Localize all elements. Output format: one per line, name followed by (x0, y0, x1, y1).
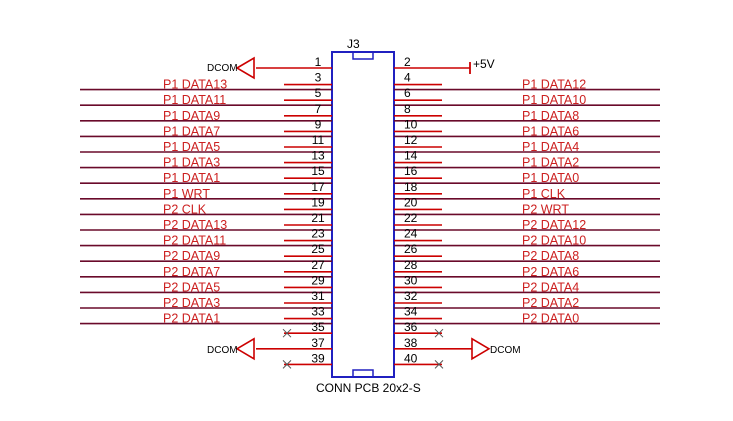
pin-number-15: 15 (311, 164, 325, 178)
pin-number-34: 34 (404, 305, 418, 319)
pin-number-25: 25 (311, 242, 325, 256)
net-label-20: P2 WRT (522, 202, 569, 216)
dcom-symbol-38 (471, 337, 491, 361)
pin-number-20: 20 (404, 195, 418, 209)
pin-number-22: 22 (404, 211, 418, 225)
pin-number-21: 21 (311, 211, 325, 225)
pin-number-16: 16 (404, 164, 418, 178)
pin-number-1: 1 (315, 55, 322, 69)
pin-number-23: 23 (311, 227, 325, 241)
net-label-23: P2 DATA11 (163, 234, 226, 248)
connector-body (331, 51, 395, 378)
net-label-25: P2 DATA9 (163, 249, 220, 263)
pin-number-5: 5 (315, 86, 322, 100)
net-label-11: P1 DATA5 (163, 140, 220, 154)
net-label-32: P2 DATA2 (522, 296, 579, 310)
pin-number-24: 24 (404, 227, 418, 241)
pin-number-30: 30 (404, 273, 418, 287)
net-label-31: P2 DATA3 (163, 296, 220, 310)
nc-mark-40 (434, 360, 444, 369)
pin-number-3: 3 (315, 71, 322, 85)
net-label-5: P1 DATA11 (163, 93, 226, 107)
pin-number-12: 12 (404, 133, 418, 147)
net-label-34: P2 DATA0 (522, 312, 579, 326)
net-label-33: P2 DATA1 (163, 312, 220, 326)
pin-number-27: 27 (311, 258, 325, 272)
net-label-6: P1 DATA10 (522, 93, 586, 107)
net-label-7: P1 DATA9 (163, 109, 220, 123)
net-label-15: P1 DATA1 (163, 171, 220, 185)
pin-number-29: 29 (311, 273, 325, 287)
net-label-30: P2 DATA4 (522, 280, 579, 294)
pin-number-11: 11 (312, 133, 325, 147)
pin-number-19: 19 (311, 195, 325, 209)
pin-number-2: 2 (404, 55, 411, 69)
nc-mark-36 (434, 328, 444, 338)
connector-key-top (352, 51, 374, 60)
connector-part: CONN PCB 20x2-S (316, 381, 421, 395)
pin-number-17: 17 (311, 180, 325, 194)
nc-mark-39 (282, 360, 292, 369)
pin-number-26: 26 (404, 242, 418, 256)
pin-number-40: 40 (404, 351, 418, 365)
nc-mark-35 (282, 328, 292, 338)
net-label-3: P1 DATA13 (163, 78, 227, 92)
pin-number-18: 18 (404, 180, 418, 194)
net-label-8: P1 DATA8 (522, 109, 579, 123)
pin-number-4: 4 (404, 71, 411, 85)
dcom-label-38: DCOM (490, 345, 521, 356)
net-label-16: P1 DATA0 (522, 171, 579, 185)
net-label-19: P2 CLK (163, 202, 207, 216)
dcom-symbol-37 (235, 337, 255, 361)
net-label-4: P1 DATA12 (522, 78, 586, 92)
net-label-26: P2 DATA8 (522, 249, 579, 263)
dcom-label-1: DCOM (207, 63, 238, 74)
net-label-13: P1 DATA3 (163, 156, 220, 170)
net-label-17: P1 WRT (163, 187, 210, 201)
pin-number-31: 31 (311, 289, 325, 303)
pin-number-14: 14 (404, 149, 418, 163)
pin-number-39: 39 (311, 351, 325, 365)
dcom-symbol-1 (235, 56, 255, 80)
net-label-18: P1 CLK (522, 187, 566, 201)
net-label-21: P2 DATA13 (163, 218, 227, 232)
pin-number-37: 37 (311, 336, 325, 350)
net-label-9: P1 DATA7 (163, 124, 220, 138)
net-label-24: P2 DATA10 (522, 234, 586, 248)
pin-number-9: 9 (315, 117, 322, 131)
pin-number-13: 13 (311, 149, 325, 163)
pin-number-7: 7 (315, 102, 322, 116)
pin-number-35: 35 (311, 320, 325, 334)
pin-number-10: 10 (404, 117, 418, 131)
pin-number-38: 38 (404, 336, 418, 350)
net-label-14: P1 DATA2 (522, 156, 579, 170)
net-label-28: P2 DATA6 (522, 265, 579, 279)
net-label-27: P2 DATA7 (163, 265, 220, 279)
pin-number-8: 8 (404, 102, 411, 116)
net-label-12: P1 DATA4 (522, 140, 579, 154)
pin-number-28: 28 (404, 258, 418, 272)
pin-number-33: 33 (311, 305, 325, 319)
net-label-10: P1 DATA6 (522, 124, 579, 138)
connector-ref: J3 (347, 37, 360, 51)
pin-number-36: 36 (404, 320, 418, 334)
connector-key-bottom (352, 369, 374, 378)
pin-number-6: 6 (404, 86, 411, 100)
pin-number-32: 32 (404, 289, 418, 303)
dcom-label-37: DCOM (207, 345, 238, 356)
net-label-29: P2 DATA5 (163, 280, 220, 294)
net-label-22: P2 DATA12 (522, 218, 586, 232)
vcc-label-2: +5V (473, 57, 495, 71)
